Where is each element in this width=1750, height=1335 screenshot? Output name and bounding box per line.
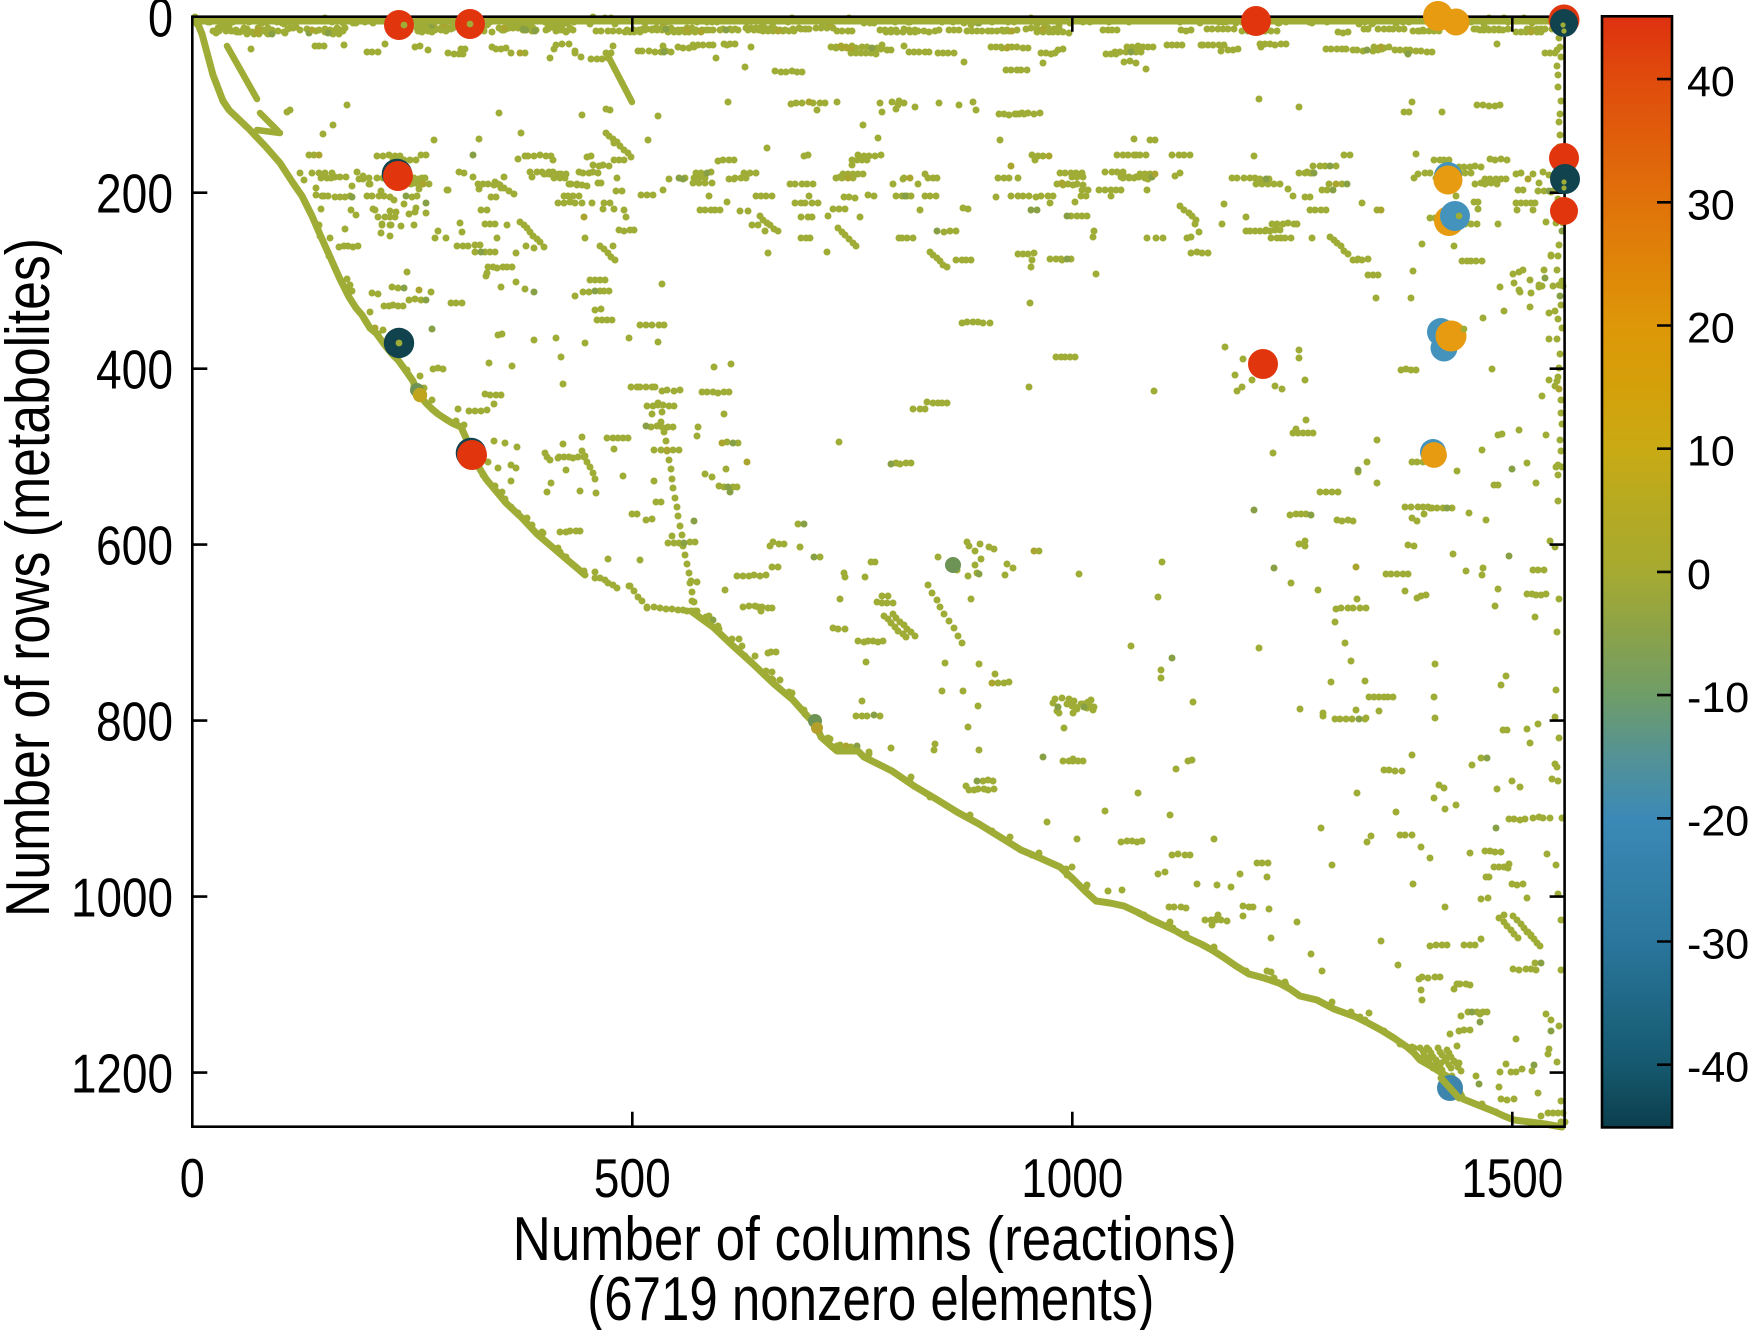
svg-text:400: 400 (96, 339, 173, 401)
svg-text:500: 500 (594, 1147, 671, 1209)
svg-text:800: 800 (96, 691, 173, 753)
svg-text:-30: -30 (1687, 921, 1749, 969)
svg-text:200: 200 (96, 163, 173, 225)
svg-text:-20: -20 (1687, 797, 1749, 845)
svg-text:10: 10 (1687, 428, 1735, 476)
svg-text:Number of columns (reactions): Number of columns (reactions) (513, 1205, 1237, 1274)
svg-text:20: 20 (1687, 305, 1735, 353)
svg-text:0: 0 (1687, 551, 1711, 599)
svg-text:-40: -40 (1687, 1044, 1749, 1092)
svg-text:1000: 1000 (71, 867, 173, 929)
svg-text:40: 40 (1687, 58, 1735, 106)
svg-text:1000: 1000 (1021, 1147, 1123, 1209)
svg-text:1500: 1500 (1461, 1147, 1563, 1209)
svg-text:(6719 nonzero elements): (6719 nonzero elements) (587, 1265, 1154, 1330)
svg-text:0: 0 (180, 1147, 205, 1209)
svg-text:30: 30 (1687, 181, 1735, 229)
svg-text:1200: 1200 (71, 1043, 173, 1105)
svg-text:0: 0 (148, 0, 173, 49)
svg-text:Number of rows (metabolites): Number of rows (metabolites) (0, 238, 63, 917)
svg-text:600: 600 (96, 515, 173, 577)
svg-text:-10: -10 (1687, 674, 1749, 722)
